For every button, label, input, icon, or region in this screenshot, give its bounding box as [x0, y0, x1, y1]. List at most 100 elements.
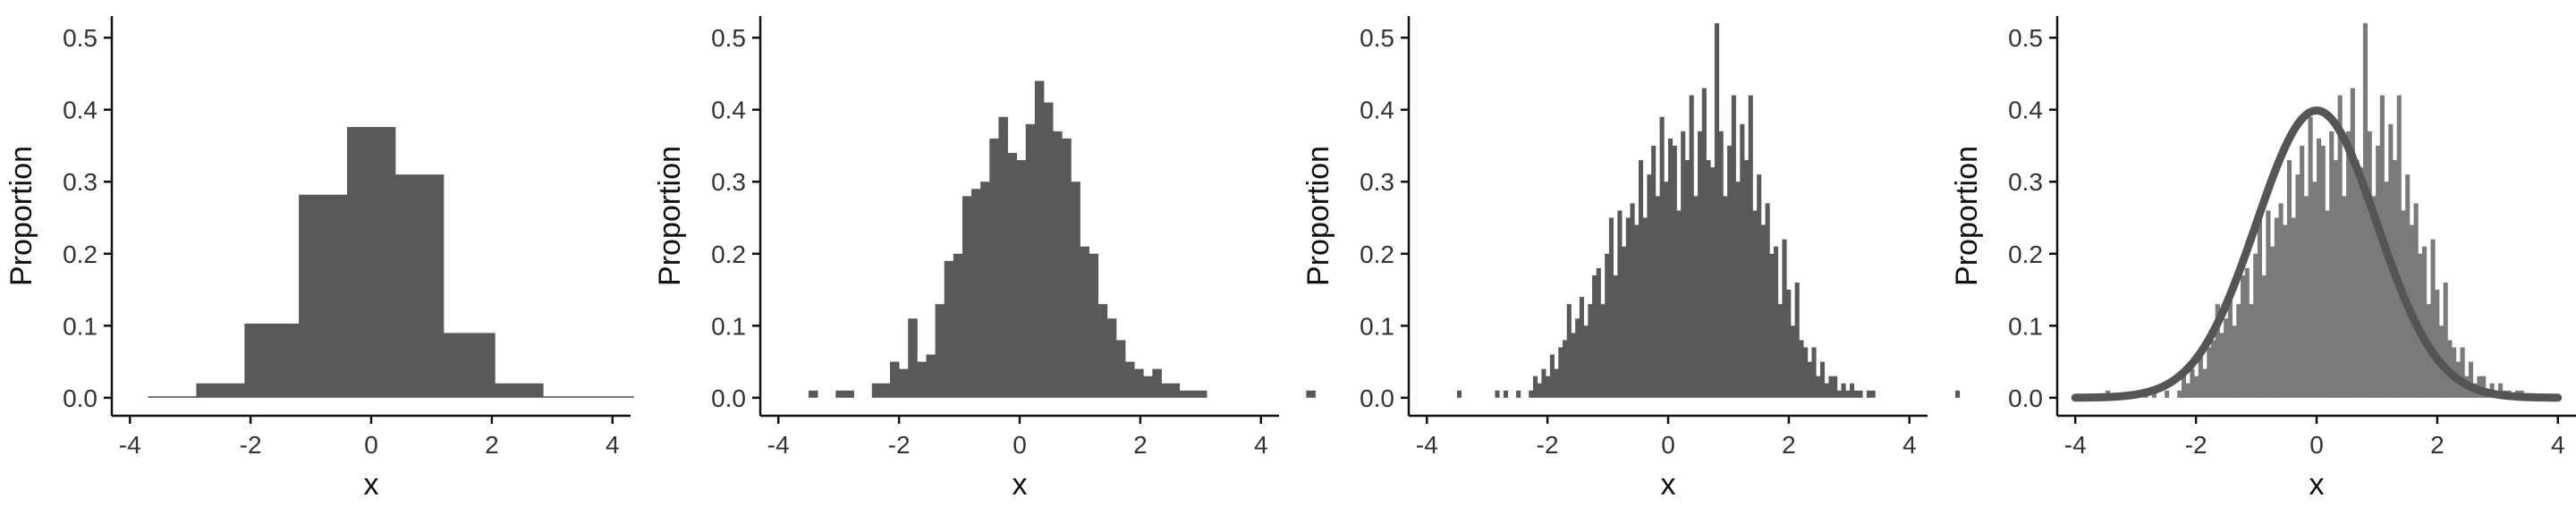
histogram-bar [2286, 160, 2292, 398]
histogram-bar [1634, 224, 1640, 398]
histogram-bar [2300, 145, 2305, 398]
histogram-bar [1134, 368, 1144, 398]
histogram-bar [2257, 217, 2263, 398]
histogram-bar [299, 194, 348, 398]
histogram-bar [1659, 116, 1665, 398]
histogram-bar [1588, 304, 1593, 398]
histogram-bar [1693, 196, 1699, 398]
histogram-bar [2253, 253, 2258, 398]
histogram-bar [944, 260, 954, 398]
histogram-bar [2312, 182, 2318, 398]
histogram-bar [1642, 217, 1648, 398]
histogram-bar [1651, 145, 1657, 398]
histogram-bar [1727, 145, 1733, 398]
histogram-bar [1034, 80, 1045, 398]
x-tick-label: 2 [1782, 431, 1796, 459]
histogram-bar [2177, 390, 2182, 398]
histogram-bar [2329, 131, 2334, 398]
histogram-bar [2219, 333, 2224, 398]
histogram-bar [1562, 340, 1568, 398]
histogram-bar [2354, 160, 2360, 398]
histogram-bar [2278, 203, 2284, 398]
histogram-bar [1071, 182, 1080, 398]
histogram-bar [1197, 390, 1208, 398]
histogram-bars [2105, 23, 2524, 398]
histogram-bar [1583, 325, 1589, 398]
histogram-bar [1668, 138, 1674, 398]
histogram-bar [1592, 274, 1597, 398]
x-tick-label: -2 [2185, 431, 2207, 459]
histogram-bar [1714, 23, 1720, 398]
histogram-bar [2198, 354, 2203, 398]
histogram-bar [2325, 210, 2330, 398]
histogram-bar [2317, 138, 2322, 398]
histogram-bar [1807, 361, 1812, 398]
histogram-bar [2371, 196, 2377, 398]
histogram-bar [2320, 145, 2326, 398]
histogram-bar [2224, 318, 2229, 398]
histogram-bar [1664, 182, 1669, 398]
histogram-bar [917, 361, 927, 398]
histogram-bar [2207, 347, 2212, 398]
histogram-bar [2210, 340, 2216, 398]
y-tick-label: 0.2 [2008, 241, 2043, 268]
y-tick-label: 0.3 [1360, 168, 1394, 196]
histogram-bar [2498, 383, 2504, 398]
histogram-bar [1143, 376, 1153, 398]
x-tick-label: -2 [888, 431, 911, 459]
histogram-bar [1188, 390, 1199, 398]
histogram-bar [1532, 376, 1538, 398]
histogram-bar [1007, 153, 1018, 398]
histogram-bar [2367, 131, 2372, 398]
histogram-bar [2303, 196, 2309, 398]
histogram-bar [1681, 131, 1686, 398]
histogram-bar [394, 174, 445, 398]
histogram-bar [2430, 239, 2436, 398]
histogram-bar [1554, 368, 1559, 398]
histogram-bar [1579, 297, 1584, 398]
histogram-bar [1179, 390, 1190, 398]
histogram-bar [1794, 283, 1800, 398]
histogram-bar [1752, 210, 1758, 398]
histogram-bar [2295, 174, 2301, 398]
histogram-bar [2190, 368, 2195, 398]
x-axis-title: x [1661, 468, 1676, 502]
histogram-bar [196, 383, 245, 398]
x-tick-label: 4 [1254, 431, 1268, 459]
histogram-bar [1777, 304, 1783, 398]
y-tick-label: 0.2 [711, 241, 746, 268]
histogram-bar [989, 138, 999, 398]
y-tick-label: 0.5 [1360, 24, 1394, 52]
histogram-bar [2215, 304, 2220, 398]
histogram-bar [2236, 304, 2241, 398]
histogram-bar [1097, 304, 1108, 398]
histogram-bar [1456, 390, 1462, 398]
x-tick-label: 4 [606, 431, 620, 459]
histogram-bar [935, 304, 945, 398]
histogram-bar [1757, 174, 1762, 398]
y-tick-label: 0.1 [711, 312, 746, 340]
histogram-bar [495, 383, 544, 398]
histogram-bar [871, 383, 882, 398]
histogram-bar [1836, 390, 1842, 398]
y-tick-label: 0.3 [711, 168, 746, 196]
histogram-bar [1655, 196, 1660, 398]
histogram-bar [2422, 246, 2428, 398]
histogram-bar [1537, 383, 1542, 398]
histogram-bar [2333, 160, 2338, 398]
histogram-bar [1782, 239, 1787, 398]
histogram-bar [2396, 95, 2402, 398]
x-tick-label: 4 [2551, 431, 2565, 459]
histogram-bar [971, 189, 981, 398]
histogram-bar [1043, 102, 1054, 398]
normal-density-curve [2071, 106, 2563, 402]
histogram-bar [880, 383, 891, 398]
histogram-bar [1161, 383, 1172, 398]
histogram-bar [543, 396, 634, 398]
histogram-panel-2: -4 -2 0 2 4 0.0 0.1 0.2 0.3 0.4 0.5 x Proportion [653, 16, 1316, 502]
histogram-bar [1613, 274, 1618, 398]
histogram-bar [2291, 217, 2296, 398]
y-tick-label: 0.5 [2008, 24, 2043, 52]
histogram-bar [1735, 182, 1741, 398]
y-axis-title: Proportion [4, 146, 38, 286]
